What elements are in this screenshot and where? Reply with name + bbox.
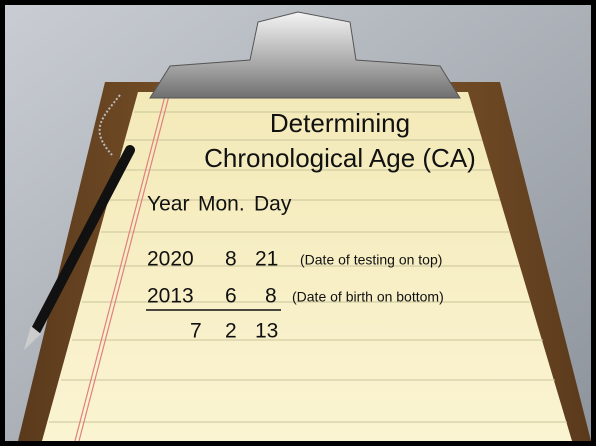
title-line: Determining [270, 108, 410, 138]
cell: 13 [255, 320, 278, 343]
header-cell: Year [147, 193, 189, 216]
cell: 8 [225, 248, 237, 271]
cell: 2013 [147, 285, 194, 308]
note: (Date of testing on top) [300, 252, 442, 268]
header-cell: Mon. [198, 193, 245, 216]
cell: 2020 [147, 248, 194, 271]
title-line: Chronological Age (CA) [204, 143, 476, 173]
cell: 8 [265, 285, 277, 308]
slide: Determining Chronological Age (CA) Year … [0, 0, 596, 446]
header-cell: Day [254, 193, 292, 216]
cell: 7 [190, 320, 202, 343]
note: (Date of birth on bottom) [292, 289, 444, 305]
cell: 21 [255, 248, 278, 271]
cell: 2 [225, 320, 237, 343]
cell: 6 [225, 285, 237, 308]
